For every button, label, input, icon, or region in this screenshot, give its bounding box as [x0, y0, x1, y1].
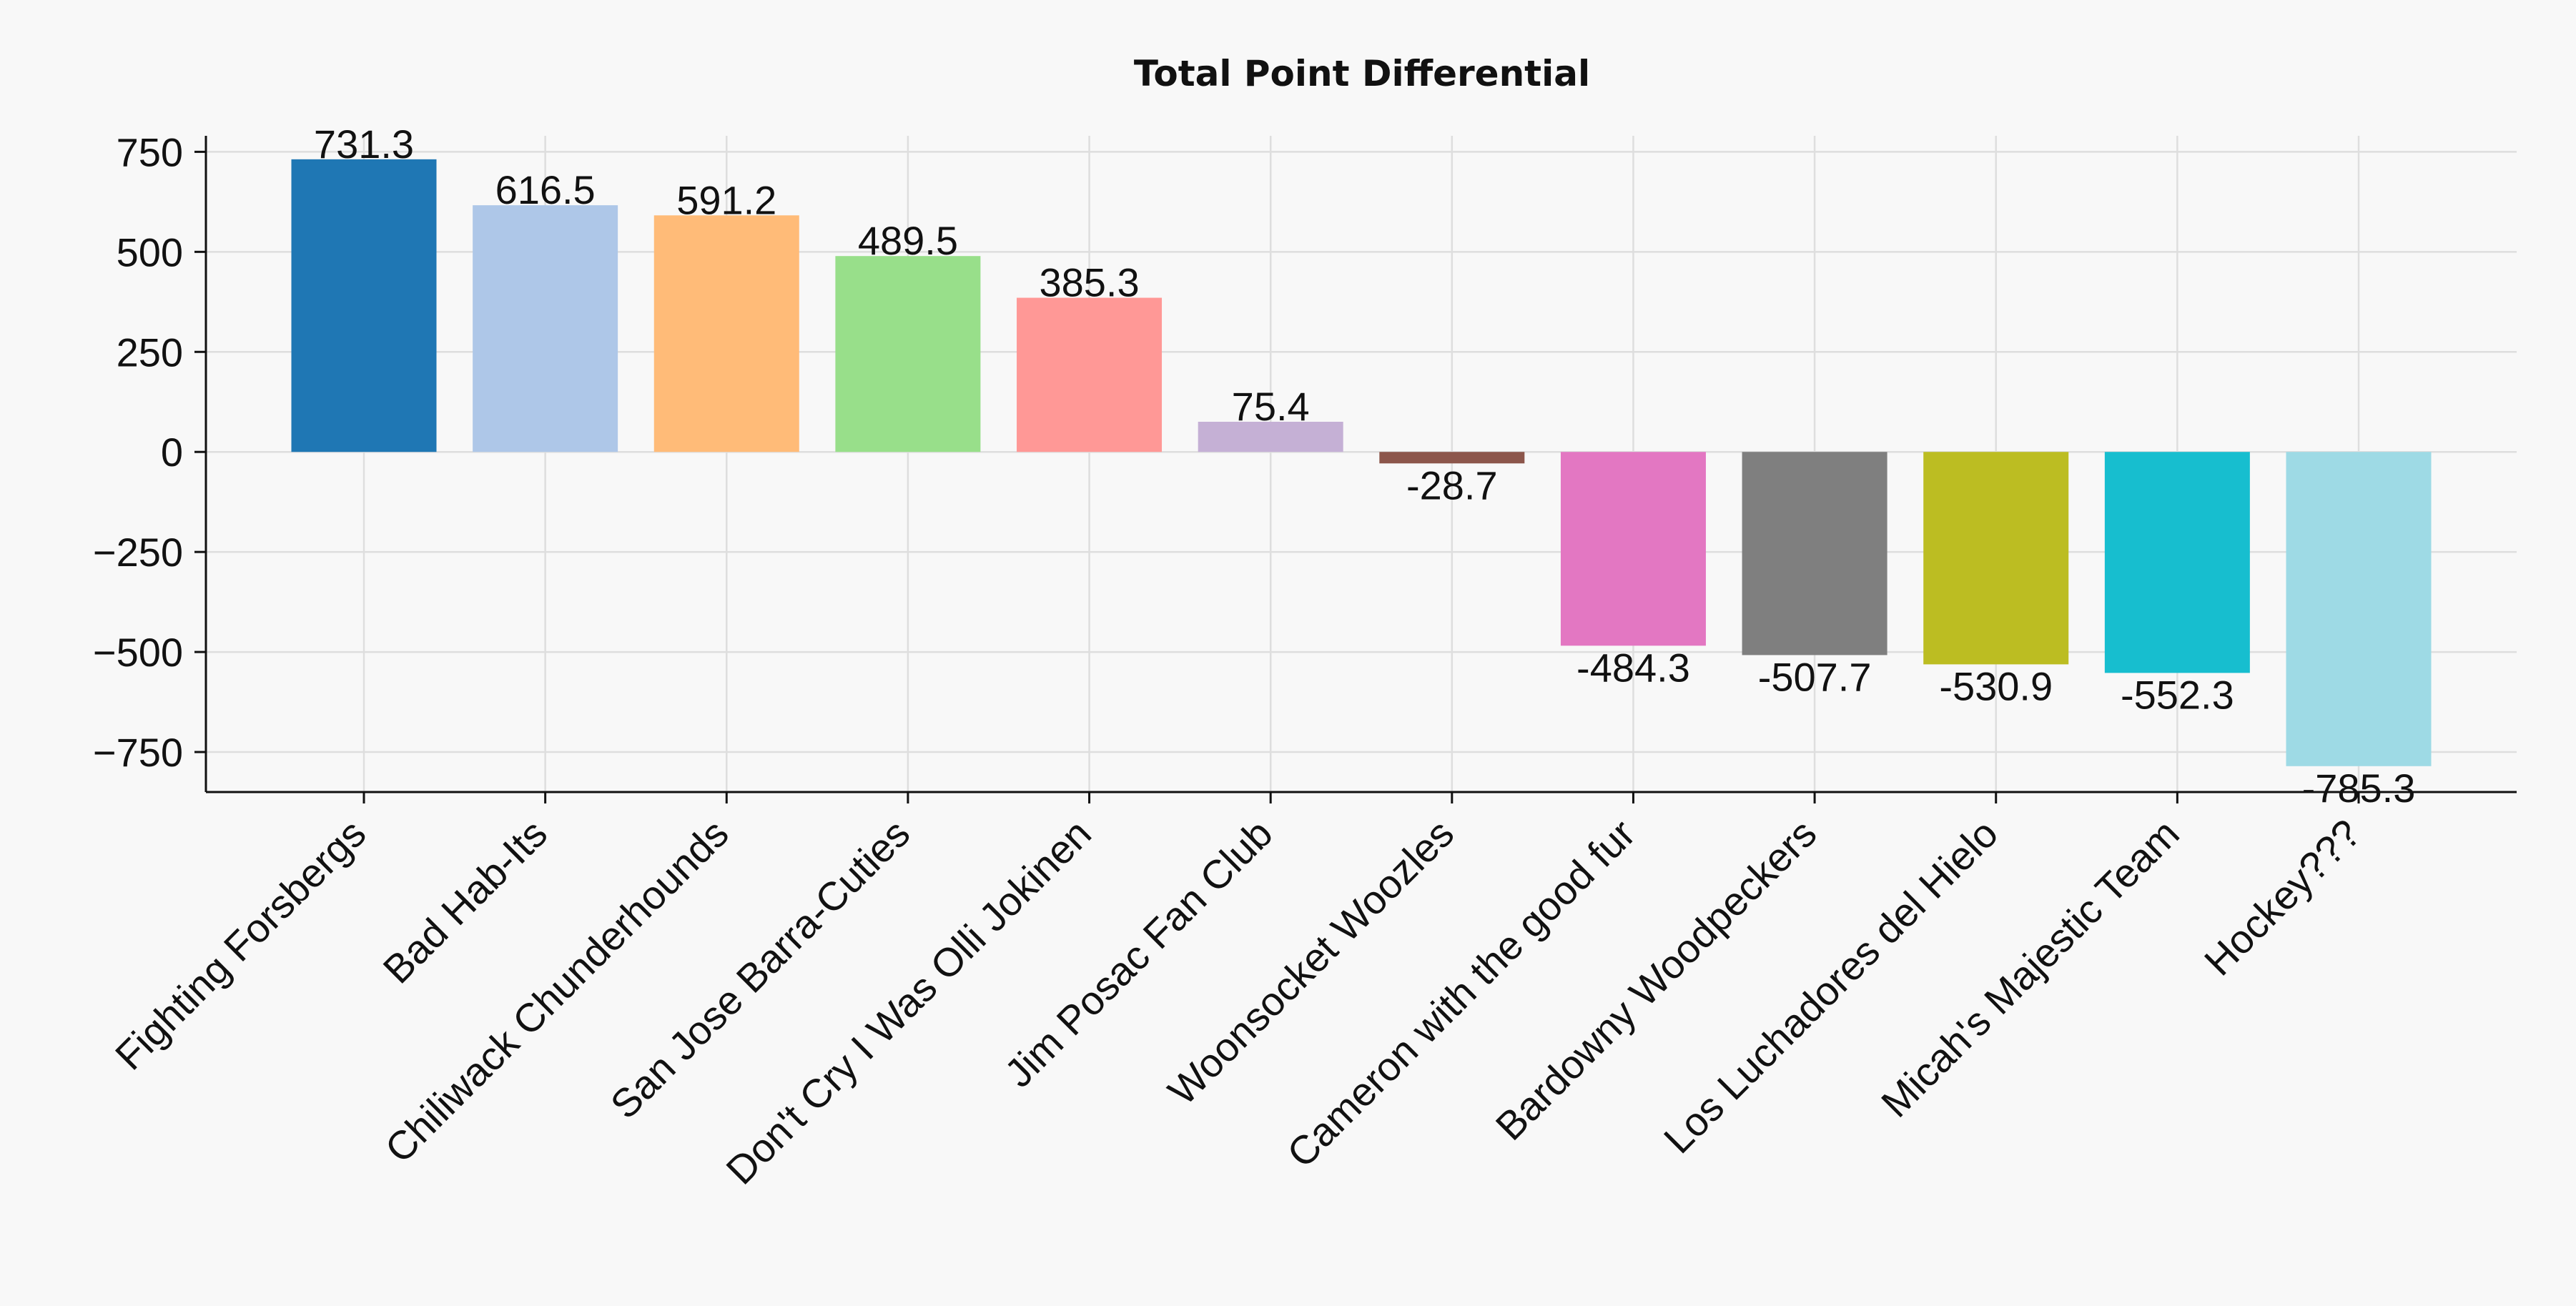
data-label: 489.5 — [858, 218, 958, 263]
y-tick-label: 0 — [161, 430, 183, 475]
bar — [1379, 452, 1525, 464]
data-label: -552.3 — [2121, 672, 2234, 717]
y-tick-label: 250 — [117, 330, 183, 375]
bar — [1560, 452, 1706, 646]
data-label: -507.7 — [1758, 654, 1872, 699]
x-tick-label: Bardowny Woodpeckers — [1487, 811, 1825, 1149]
bar — [1017, 297, 1163, 452]
x-tick-label: Chiliwack Chunderhounds — [376, 811, 737, 1172]
bars — [291, 159, 2432, 766]
bar — [291, 159, 437, 452]
y-tick-label: −250 — [93, 530, 183, 575]
data-label: 616.5 — [495, 167, 596, 212]
data-label: 385.3 — [1039, 260, 1139, 305]
x-tick-label: San Jose Barra-Cuties — [601, 811, 918, 1127]
bar — [1198, 422, 1343, 452]
data-label: -484.3 — [1576, 645, 1690, 690]
y-tick-label: 500 — [117, 229, 183, 274]
bar — [653, 215, 799, 452]
x-tick-label: Fighting Forsbergs — [107, 811, 375, 1079]
x-tick-label: Don't Cry I Was Olli Jokinen — [717, 811, 1100, 1193]
bar — [2286, 452, 2432, 766]
data-label: 731.3 — [314, 122, 414, 167]
bar — [835, 256, 981, 452]
bar — [473, 205, 618, 452]
x-tick-label: Hockey??? — [2196, 811, 2369, 984]
chart-title: Total Point Differential — [1134, 53, 1590, 94]
axes — [194, 136, 2517, 803]
x-tick-label: Los Luchadores del Hielo — [1655, 811, 2006, 1162]
x-tick-label: Micah's Majestic Team — [1872, 811, 2188, 1126]
y-tick-label: 750 — [117, 129, 183, 174]
y-tick-label: −750 — [93, 730, 183, 775]
data-label: 75.4 — [1232, 384, 1310, 429]
bar — [1742, 452, 1887, 656]
y-tick-label: −500 — [93, 630, 183, 675]
data-label: 591.2 — [676, 177, 776, 222]
bar — [2104, 452, 2250, 673]
x-tick-label: Bad Hab-Its — [374, 811, 556, 992]
data-label: -785.3 — [2302, 766, 2416, 811]
data-label: -28.7 — [1406, 462, 1498, 508]
x-tick-label: Cameron with the good fur — [1278, 811, 1644, 1176]
data-label: -530.9 — [1939, 663, 2053, 708]
bar — [1923, 452, 2069, 665]
